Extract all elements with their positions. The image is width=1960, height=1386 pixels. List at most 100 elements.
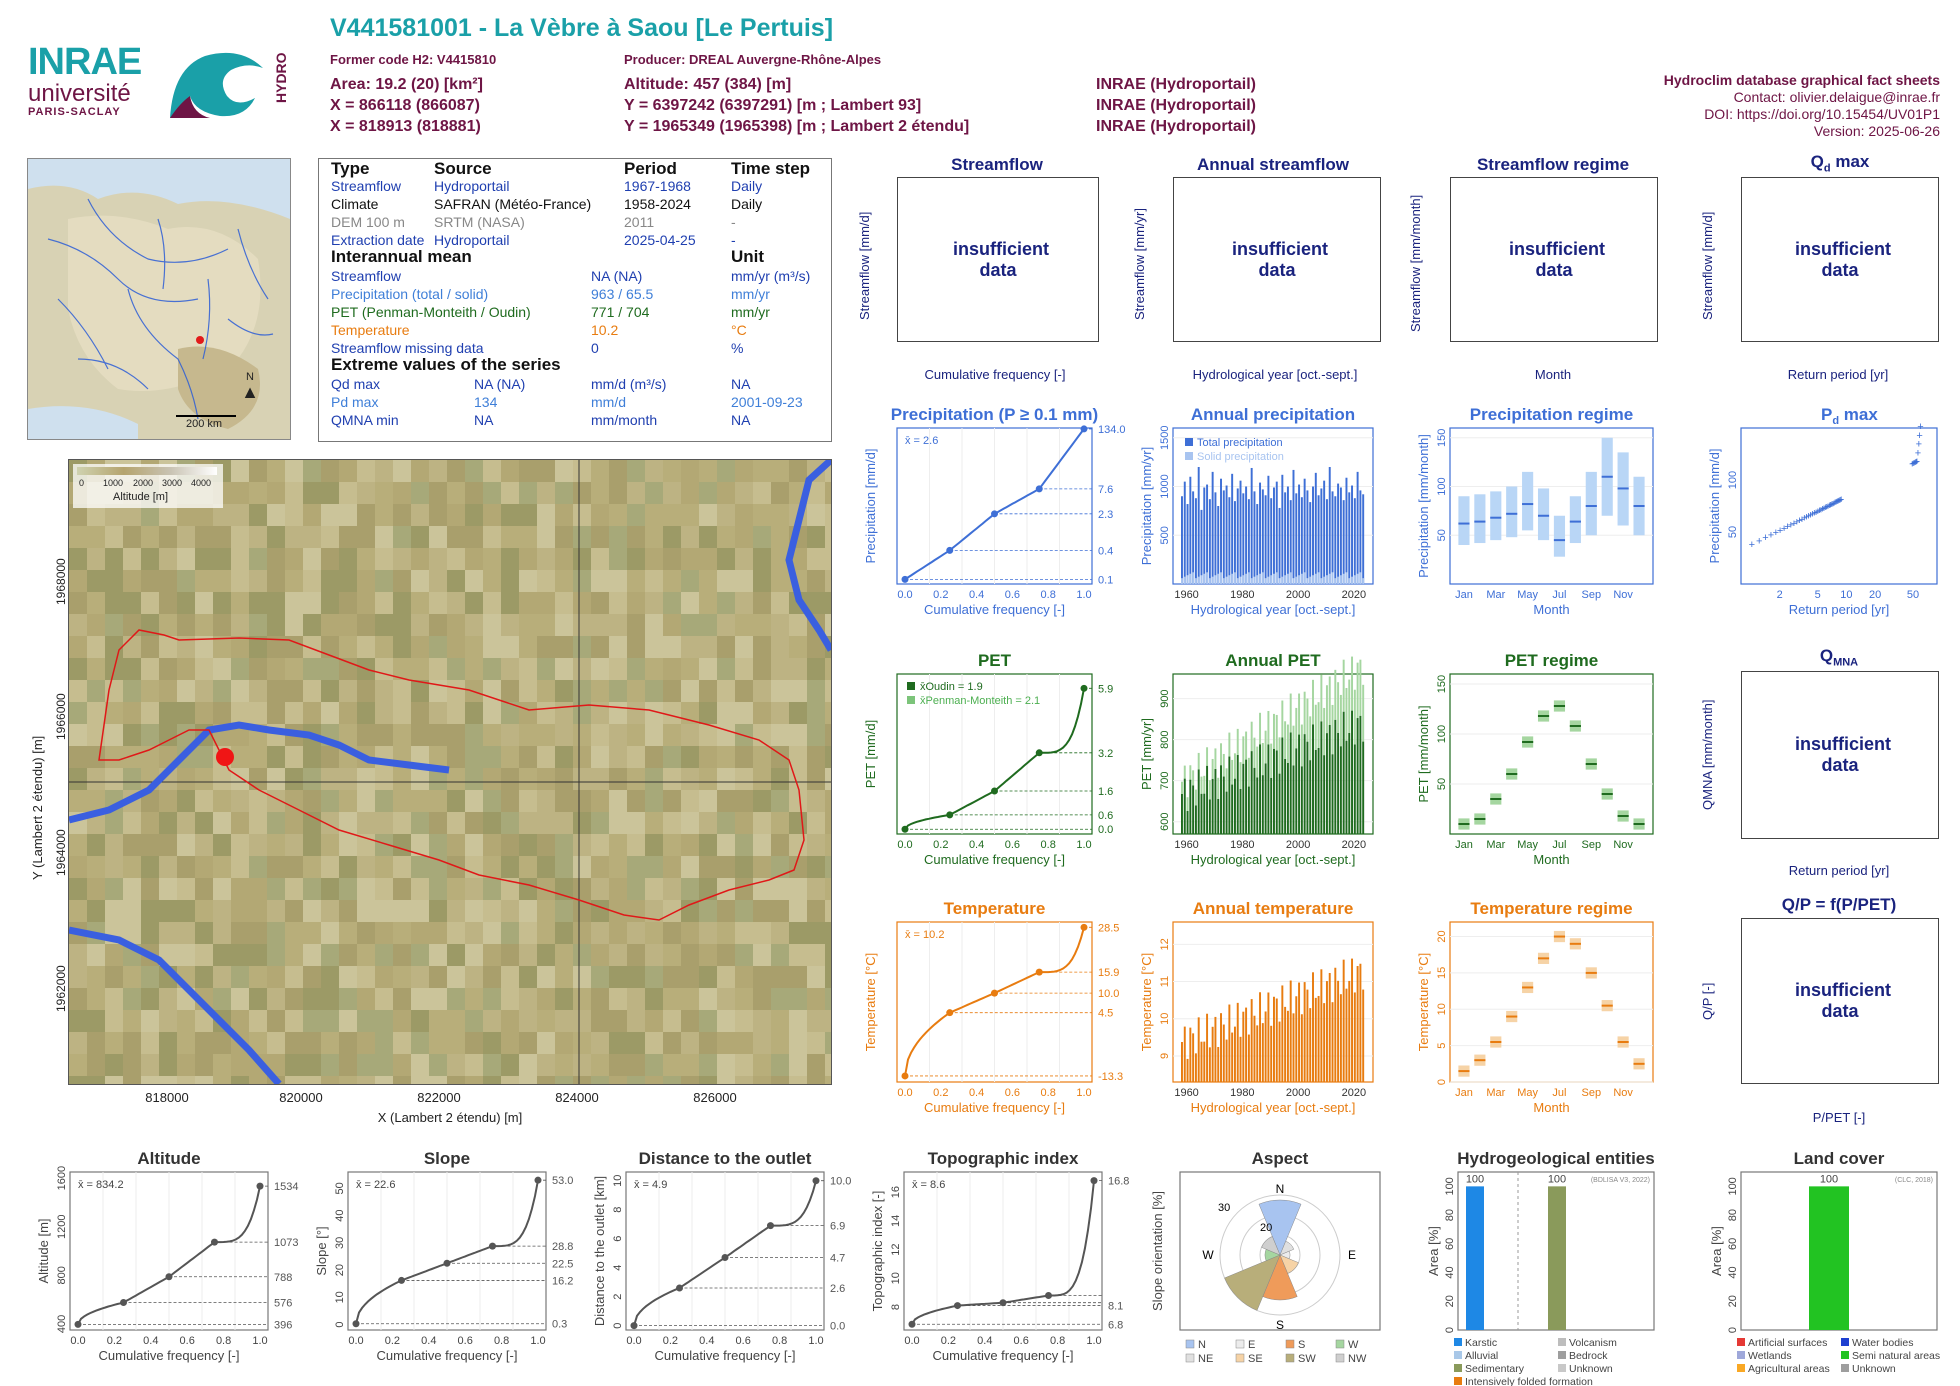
terrain-cell bbox=[195, 834, 214, 857]
terrain-cell bbox=[69, 548, 88, 571]
terrain-cell bbox=[285, 636, 304, 659]
annual_precip-ylabel: Precipitation [mm/yr] bbox=[1139, 447, 1154, 565]
terrain-cell bbox=[375, 988, 394, 1011]
terrain-cell bbox=[537, 482, 556, 505]
aspect-sector bbox=[1261, 1236, 1281, 1256]
terrain-cell bbox=[591, 944, 610, 967]
annual_pet-bar bbox=[1267, 744, 1270, 834]
terrain-cell bbox=[699, 592, 718, 615]
annual_pet-bar bbox=[1348, 732, 1351, 834]
info-step-3: - bbox=[731, 232, 736, 248]
terrain-cell bbox=[231, 988, 250, 1011]
terrain-cell bbox=[501, 900, 520, 923]
terrain-cell bbox=[321, 900, 340, 923]
terrain-cell bbox=[645, 548, 664, 571]
annual_precip-bar bbox=[1300, 497, 1303, 584]
mean-name-0: Streamflow bbox=[331, 268, 402, 284]
info-h-type: Type bbox=[331, 159, 370, 178]
terrain-cell bbox=[717, 988, 736, 1011]
terrain-cell bbox=[141, 702, 160, 725]
pet_regime-x-tick: May bbox=[1517, 839, 1538, 851]
terrain-cell bbox=[717, 1010, 736, 1033]
terrain-cell bbox=[87, 680, 106, 703]
aspect-legend-swatch bbox=[1285, 1353, 1295, 1363]
pd-max-point: + bbox=[1809, 509, 1815, 521]
terrain-cell bbox=[177, 900, 196, 923]
slope-point bbox=[398, 1276, 405, 1284]
terrain-cell bbox=[321, 1032, 340, 1055]
terrain-cell bbox=[429, 768, 448, 791]
terrain-cell bbox=[159, 856, 178, 879]
annual_precip-bar bbox=[1306, 490, 1309, 584]
terrain-cell bbox=[771, 680, 790, 703]
hydrogeo-legend-swatch bbox=[1558, 1338, 1566, 1346]
terrain-cell bbox=[681, 636, 700, 659]
terrain-cell bbox=[429, 790, 448, 813]
annual_precip-snow-bar bbox=[1323, 576, 1326, 584]
terrain-cell bbox=[159, 1076, 178, 1084]
annual_temp-bar bbox=[1309, 1008, 1312, 1082]
catchment-map: 0 1000 2000 3000 4000 Altitude [m] bbox=[68, 459, 832, 1085]
annual_precip-bar bbox=[1214, 492, 1217, 584]
annual_precip-x-tick: 2020 bbox=[1342, 589, 1366, 601]
pet-x-tick: 0.2 bbox=[933, 839, 948, 851]
annual_pet-pm-bar bbox=[1306, 698, 1309, 742]
doi-link[interactable]: DOI: https://doi.org/10.15454/UV01P1 bbox=[1704, 106, 1940, 122]
terrain-cell bbox=[375, 680, 394, 703]
pet-point bbox=[946, 811, 954, 819]
precip-x-tick: 0.8 bbox=[1041, 589, 1056, 601]
annual_pet-bar bbox=[1328, 724, 1331, 834]
terrain-cell bbox=[825, 790, 831, 813]
info-period-0: 1967-1968 bbox=[624, 178, 691, 194]
terrain-cell bbox=[717, 1054, 736, 1077]
terrain-cell bbox=[807, 768, 826, 791]
annual_precip-bar bbox=[1194, 498, 1197, 584]
annual_precip-legend-label: Solid precipitation bbox=[1197, 451, 1284, 463]
terrain-cell bbox=[645, 724, 664, 747]
annual_precip-snow-bar bbox=[1289, 572, 1292, 584]
annual_temp-bar bbox=[1228, 1004, 1231, 1082]
annual_precip-bar bbox=[1348, 492, 1351, 584]
terrain-cell bbox=[537, 900, 556, 923]
pd-max-point: + bbox=[1838, 494, 1844, 506]
terrain-cell bbox=[69, 1010, 88, 1033]
annual_pet-y-tick: 900 bbox=[1159, 689, 1171, 707]
terrain-cell bbox=[339, 966, 358, 989]
terrain-cell bbox=[483, 878, 502, 901]
terrain-cell bbox=[447, 680, 466, 703]
topo-y-tick: 10 bbox=[890, 1272, 902, 1284]
annual_temp-x-tick: 1980 bbox=[1230, 1087, 1254, 1099]
terrain-cell bbox=[249, 812, 268, 835]
terrain-cell bbox=[285, 460, 304, 483]
pd-max-x-tick: 20 bbox=[1869, 589, 1881, 601]
terrain-cell bbox=[735, 460, 754, 483]
annual_pet-pm-bar bbox=[1231, 759, 1234, 785]
terrain-cell bbox=[645, 856, 664, 879]
pd-max-x-tick: 2 bbox=[1777, 589, 1783, 601]
terrain-cell bbox=[825, 922, 831, 945]
annual_temp-xlabel: Hydrological year [oct.-sept.] bbox=[1191, 1100, 1356, 1115]
terrain-cell bbox=[519, 658, 538, 681]
terrain-cell bbox=[339, 1032, 358, 1055]
aspect-legend-swatch bbox=[1285, 1339, 1295, 1349]
hydrogeo-bar-label: 100 bbox=[1466, 1173, 1484, 1185]
terrain-cell bbox=[753, 812, 772, 835]
terrain-cell bbox=[411, 482, 430, 505]
pd-max-point: + bbox=[1916, 430, 1922, 442]
pet_regime-frame bbox=[1449, 673, 1654, 835]
terrain-cell bbox=[231, 658, 250, 681]
pet_regime-x-tick: Jan bbox=[1455, 839, 1473, 851]
terrain-cell bbox=[411, 944, 430, 967]
annual_temp-bar bbox=[1192, 1033, 1195, 1082]
terrain-cell bbox=[807, 1054, 826, 1077]
terrain-cell bbox=[753, 658, 772, 681]
terrain-cell bbox=[231, 724, 250, 747]
temperature-right-tick: -13.3 bbox=[1098, 1071, 1123, 1083]
annual_pet-bar bbox=[1200, 793, 1203, 834]
terrain-cell bbox=[609, 614, 628, 637]
annual_pet-x-tick: 1980 bbox=[1230, 839, 1254, 851]
terrain-cell bbox=[771, 878, 790, 901]
slope-x-tick: 0.8 bbox=[494, 1335, 509, 1347]
terrain-cell bbox=[699, 746, 718, 769]
